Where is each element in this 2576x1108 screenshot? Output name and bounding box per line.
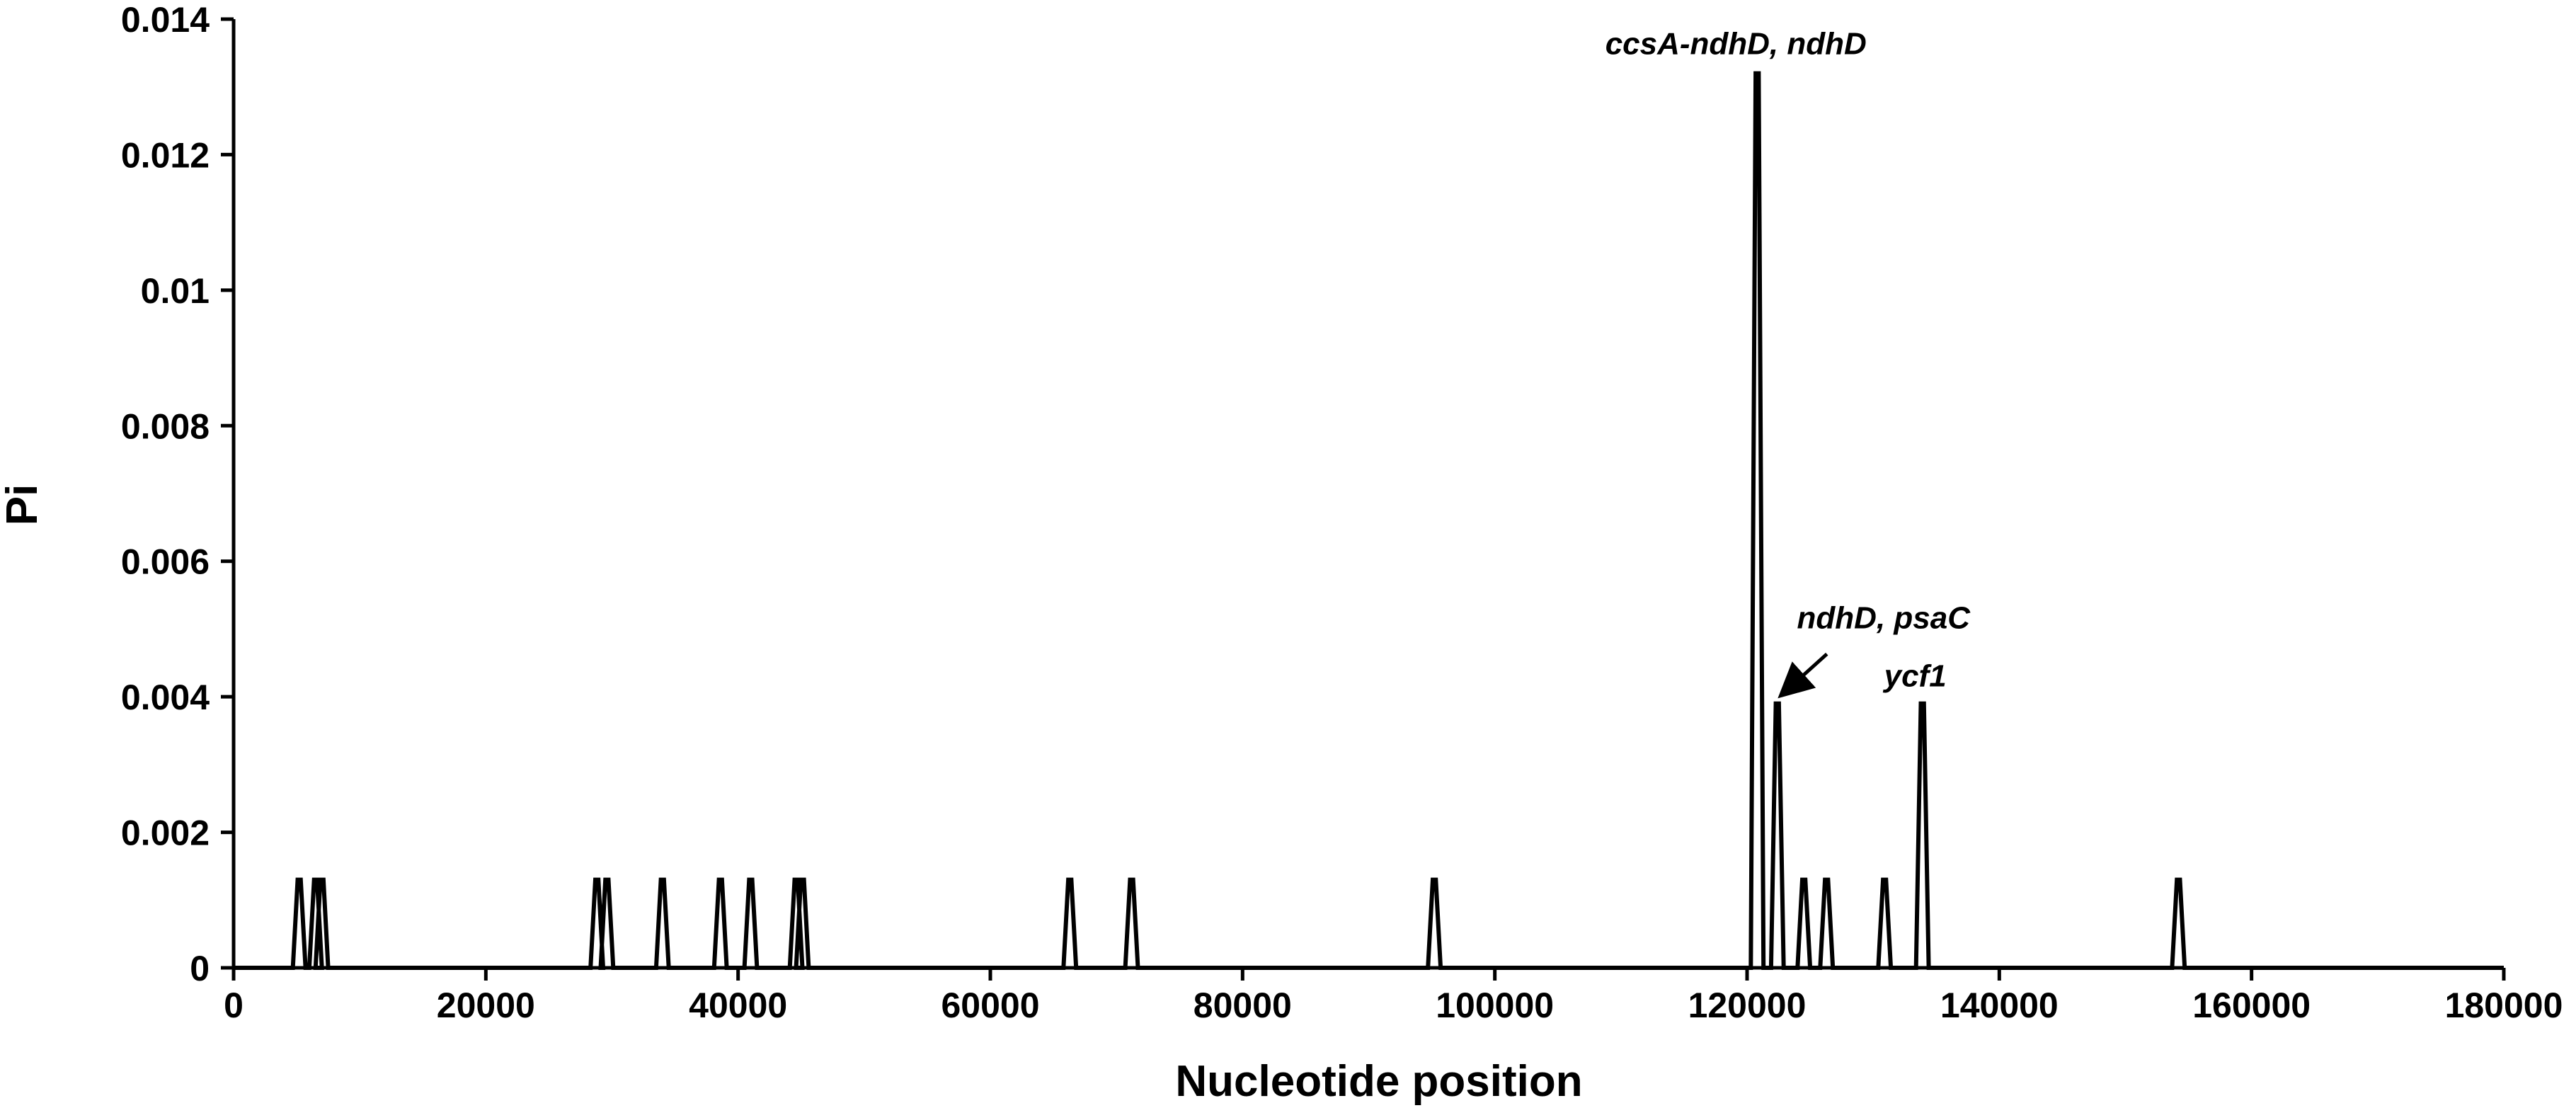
x-tick-label: 80000 [1193, 986, 1292, 1025]
y-axis-title: Pi [0, 484, 47, 526]
x-tick-label: 120000 [1688, 986, 1807, 1025]
y-tick-label: 0.006 [121, 542, 210, 582]
x-tick-label: 100000 [1436, 986, 1554, 1025]
x-tick-label: 180000 [2445, 986, 2563, 1025]
ticks: 0 20000 40000 60000 80000 100000 120000 140000 1… [121, 0, 2563, 1025]
annotations: ccsA-ndhD, ndhD ndhD, psaC ycf1 [1605, 27, 1971, 699]
y-tick-label: 0.014 [121, 0, 210, 40]
axes [231, 19, 2504, 970]
annotation-label: ndhD, psaC [1797, 601, 1971, 636]
y-tick-label: 0.01 [141, 271, 210, 311]
x-tick-label: 20000 [437, 986, 535, 1025]
annotation-label: ccsA-ndhD, ndhD [1605, 27, 1867, 62]
y-tick-label: 0.002 [121, 813, 210, 853]
y-tick-label: 0.004 [121, 678, 210, 717]
y-tick-label: 0.008 [121, 406, 210, 446]
y-tick-label: 0 [190, 949, 210, 988]
x-tick-label: 60000 [941, 986, 1039, 1025]
pi-series-line [234, 71, 2504, 970]
x-tick-label: 40000 [689, 986, 787, 1025]
x-tick-label: 160000 [2192, 986, 2311, 1025]
x-tick-label: 140000 [1940, 986, 2059, 1025]
x-tick-label: 0 [224, 986, 244, 1025]
annotation-label: ycf1 [1883, 659, 1947, 694]
y-tick-label: 0.012 [121, 135, 210, 175]
annotation-arrow [1778, 652, 1828, 699]
x-axis-title: Nucleotide position [1175, 1057, 1582, 1106]
series [234, 71, 2504, 970]
